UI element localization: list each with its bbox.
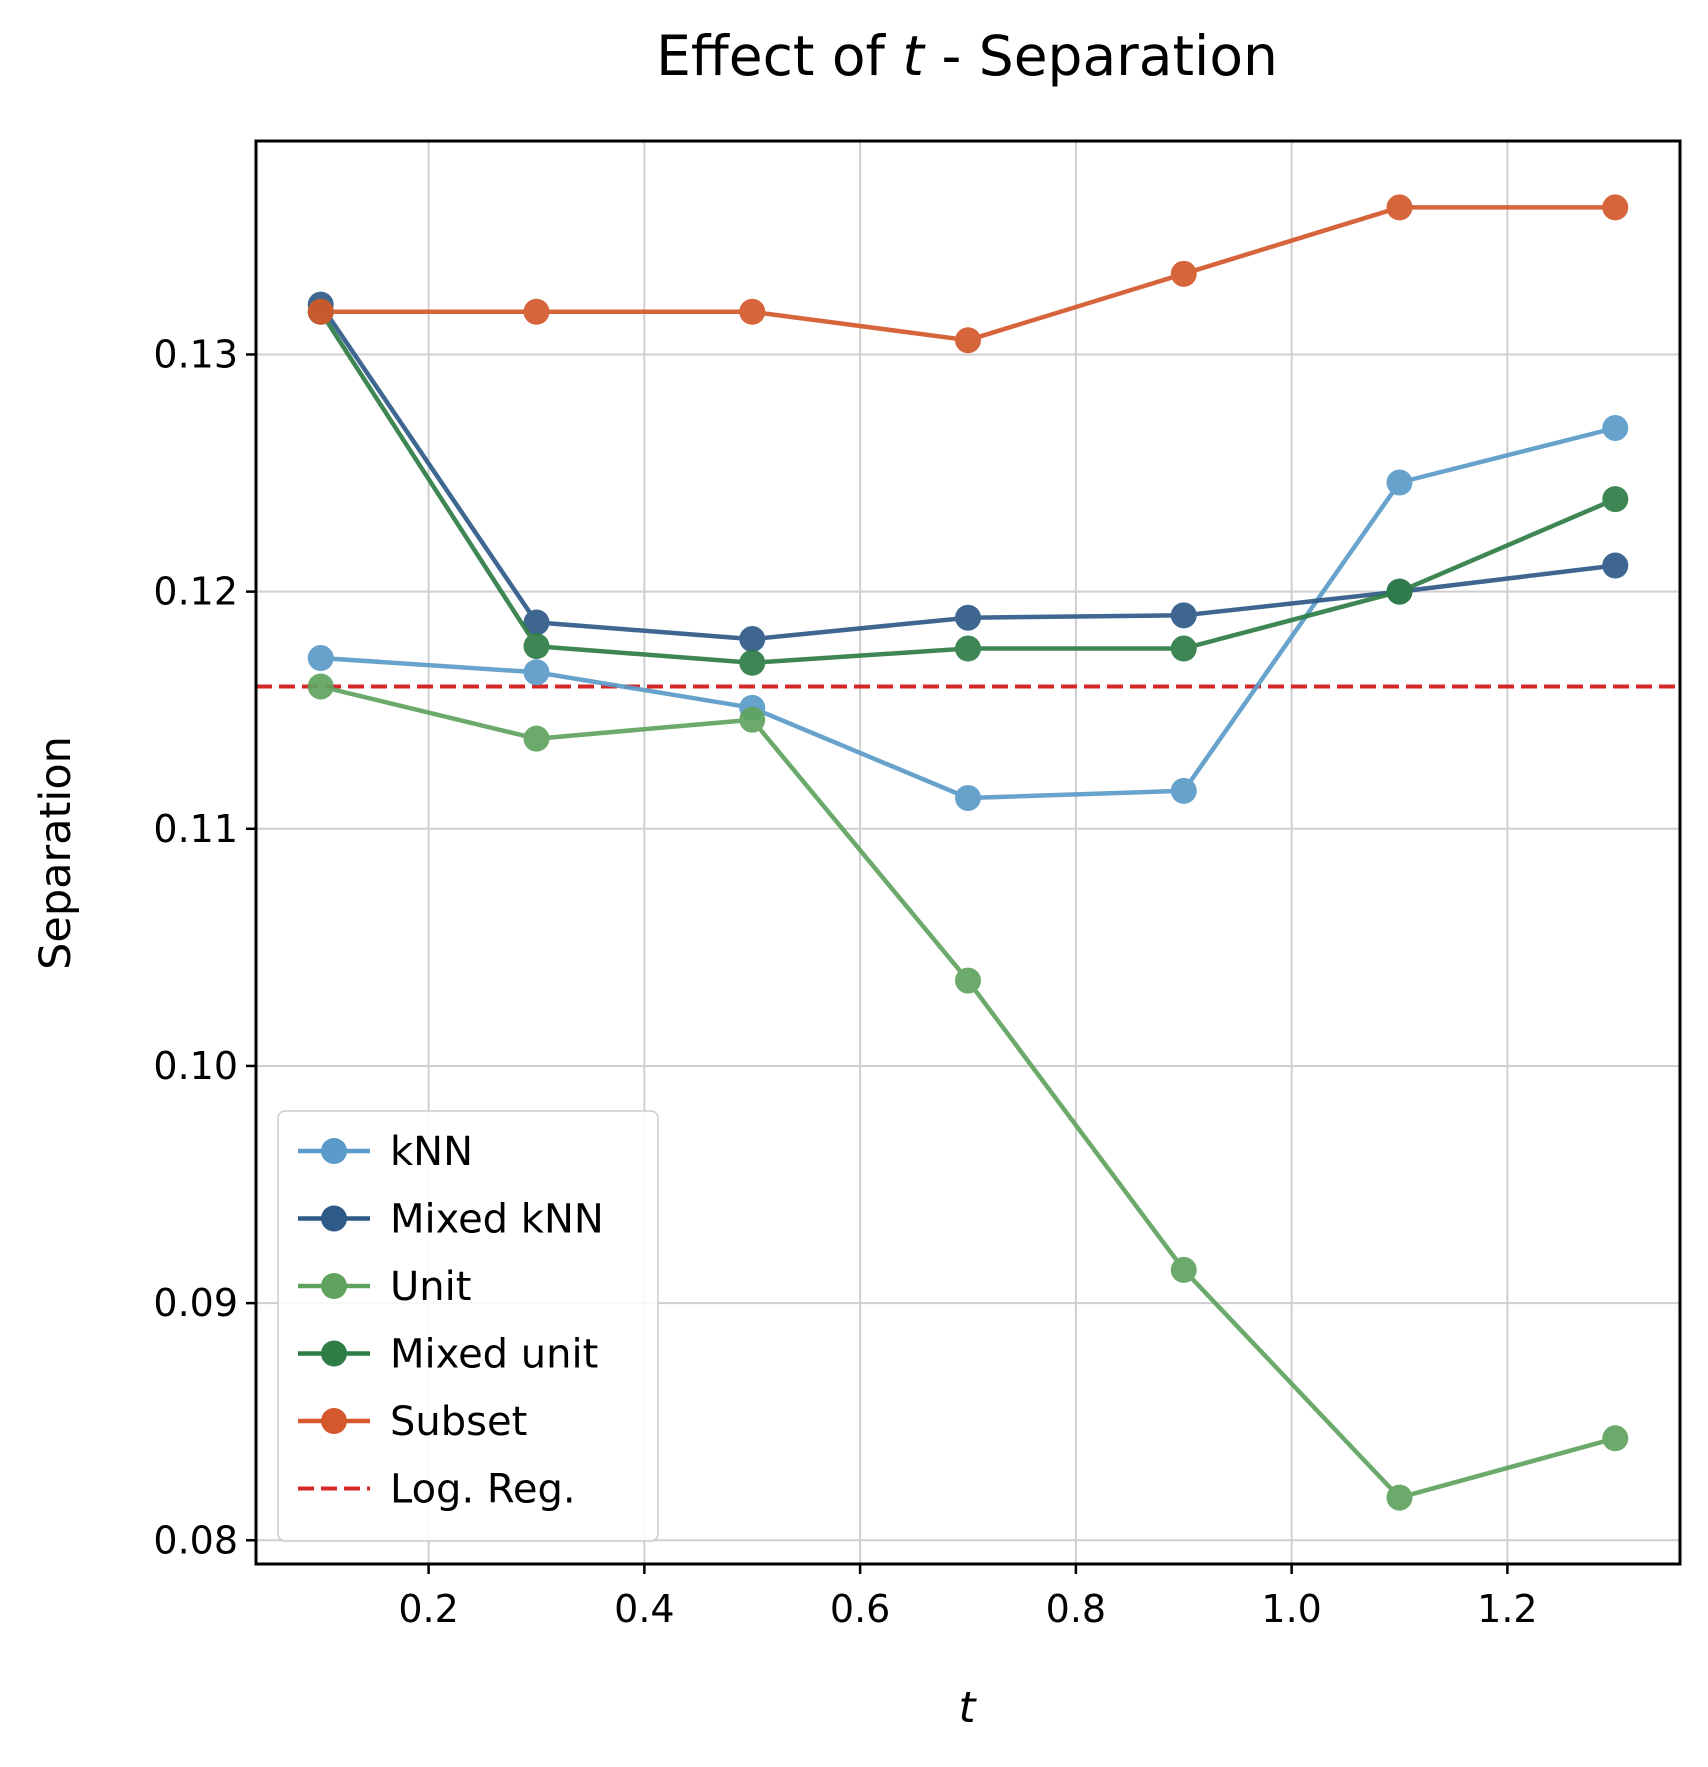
data-point-mixed-unit: [739, 649, 766, 676]
y-axis-label: Separation: [31, 736, 81, 970]
y-tick-label: 0.12: [153, 570, 238, 614]
series-unit: [307, 673, 1629, 1511]
y-tick-label: 0.08: [153, 1518, 238, 1562]
data-point-knn: [523, 659, 550, 686]
grid: [256, 141, 1680, 1564]
legend-item-mixed-unit: Mixed unit: [298, 1332, 598, 1378]
data-point-knn: [1170, 777, 1197, 804]
data-point-knn: [955, 784, 981, 811]
data-point-unit: [1386, 1484, 1413, 1511]
data-point-subset: [1170, 260, 1197, 287]
legend-item-mixed-knn: Mixed kNN: [298, 1197, 604, 1243]
legend-item-subset: Subset: [298, 1399, 527, 1445]
y-tick-label: 0.11: [153, 807, 238, 851]
data-point-unit: [523, 725, 550, 752]
x-tick-label: 0.4: [614, 1587, 674, 1631]
data-point-subset: [523, 298, 550, 325]
x-axis-ticks: 0.2 0.4 0.6 0.8 1.0 1.2: [398, 1564, 1538, 1631]
y-tick-label: 0.10: [153, 1044, 238, 1088]
series-knn: [307, 414, 1629, 811]
legend-item-log-reg-: Log. Reg.: [298, 1467, 576, 1513]
series-layer: [307, 194, 1629, 1511]
legend-label: Mixed unit: [390, 1332, 598, 1378]
legend: kNN Mixed kNN Unit Mixed unit Subset Log. Reg…: [277, 1110, 659, 1542]
legend-label: Subset: [390, 1399, 527, 1445]
data-point-unit: [1170, 1256, 1197, 1283]
plot-frame: [254, 139, 1682, 1566]
chart-title: Effect of t - Separation: [656, 24, 1278, 88]
x-axis-label: t: [959, 1683, 978, 1733]
legend-marker: [321, 1205, 347, 1232]
legend-marker: [321, 1273, 347, 1299]
data-point-mixed-knn: [955, 604, 981, 631]
data-point-subset: [1602, 194, 1629, 221]
legend-label: Mixed kNN: [390, 1197, 604, 1243]
x-tick-label: 0.6: [830, 1587, 890, 1631]
x-tick-label: 1.2: [1477, 1587, 1537, 1631]
data-point-mixed-unit: [523, 633, 550, 660]
data-point-mixed-knn: [739, 626, 766, 653]
y-axis-ticks: 0.08 0.09 0.10 0.11 0.12 0.13: [153, 332, 256, 1562]
series-subset: [307, 194, 1629, 354]
data-point-subset: [739, 298, 766, 325]
legend-label: Log. Reg.: [390, 1467, 576, 1513]
legend-marker: [321, 1340, 347, 1367]
legend-box: [277, 1110, 659, 1542]
legend-item-unit: Unit: [298, 1264, 471, 1310]
data-point-unit: [307, 673, 334, 700]
x-tick-label: 0.2: [398, 1587, 458, 1631]
data-point-mixed-knn: [523, 609, 550, 636]
data-point-mixed-unit: [1602, 486, 1629, 513]
legend-label: Unit: [390, 1264, 471, 1310]
data-point-unit: [1602, 1425, 1629, 1452]
x-tick-label: 0.8: [1046, 1587, 1106, 1631]
data-point-knn: [307, 645, 334, 672]
data-point-unit: [739, 706, 766, 733]
legend-item-knn: kNN: [298, 1129, 473, 1175]
data-point-mixed-knn: [1602, 552, 1629, 579]
data-point-mixed-knn: [1170, 602, 1197, 629]
y-tick-label: 0.13: [153, 332, 238, 376]
data-point-unit: [955, 967, 981, 994]
data-point-mixed-unit: [955, 635, 981, 662]
data-point-subset: [1386, 194, 1413, 221]
data-point-mixed-unit: [1170, 635, 1197, 662]
y-tick-label: 0.09: [153, 1281, 238, 1325]
data-point-mixed-unit: [1386, 578, 1413, 605]
series-mixed-unit: [307, 298, 1629, 676]
data-point-knn: [1386, 469, 1413, 496]
x-tick-label: 1.0: [1261, 1587, 1321, 1631]
data-point-subset: [955, 327, 981, 354]
legend-label: kNN: [390, 1129, 473, 1175]
legend-marker: [321, 1138, 347, 1164]
data-point-subset: [307, 298, 334, 325]
data-point-knn: [1602, 414, 1629, 441]
legend-marker: [321, 1408, 347, 1434]
series-line-subset: [320, 205, 1616, 343]
